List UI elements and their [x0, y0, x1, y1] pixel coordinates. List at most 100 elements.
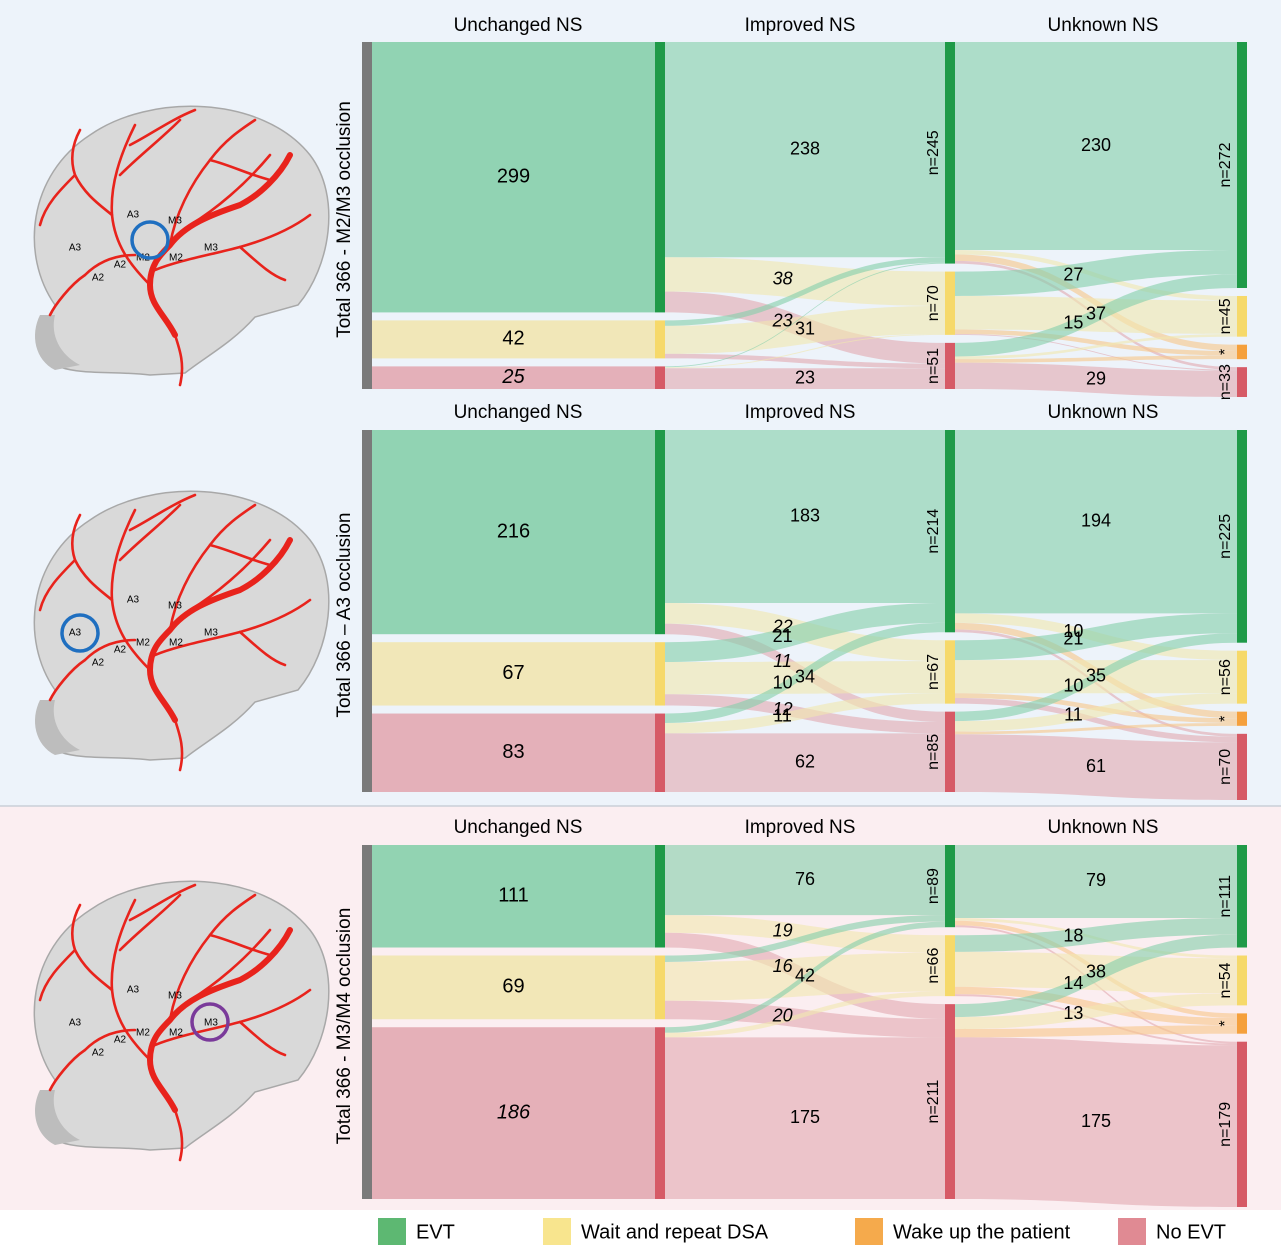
column-header: Unknown NS [1048, 817, 1159, 838]
column-header: Improved NS [745, 402, 856, 423]
vessel [146, 152, 293, 338]
flow-label: 27 [1063, 264, 1083, 284]
flow-label: 20 [772, 1006, 793, 1026]
flow-label: 10 [773, 672, 793, 692]
flow-label: 11 [773, 651, 792, 671]
vessel [118, 118, 182, 177]
node-bar [1237, 955, 1247, 1006]
node-label: * [1217, 716, 1234, 722]
node-bar [1237, 295, 1247, 337]
legend-label: Wait and repeat DSA [581, 1221, 769, 1243]
flow-label: 37 [1086, 304, 1106, 324]
illustration: A3 A2 A3 A2 M2 M3 M2 M3 [33, 490, 330, 772]
node-bar [945, 711, 955, 792]
node-bar [945, 845, 955, 928]
vessel [208, 933, 272, 957]
vessel-label: A3 [69, 628, 82, 639]
flow [955, 697, 1237, 743]
flow-label: 35 [1086, 665, 1106, 685]
node-label: n=245 [925, 130, 942, 175]
flow [665, 661, 945, 695]
node-bar [1237, 367, 1247, 397]
vessel-label: M2 [169, 638, 183, 649]
vessel-label: M3 [168, 991, 182, 1002]
flow-label: 10 [1063, 621, 1083, 641]
flow [955, 613, 1237, 661]
flow [665, 845, 945, 916]
vessel [83, 1028, 137, 1052]
vessel [118, 503, 182, 562]
flow-label: 15 [1063, 312, 1083, 332]
vessel-label: M3 [204, 243, 218, 254]
node-label: n=56 [1217, 659, 1234, 695]
flow [665, 1000, 945, 1038]
column-header: Unknown NS [1048, 402, 1159, 423]
flow [665, 333, 945, 369]
flow [955, 693, 1237, 732]
flow [955, 250, 1237, 296]
flow [665, 430, 945, 603]
node-band [372, 320, 655, 359]
node-label: n=214 [925, 509, 942, 554]
vessel-label: A2 [114, 645, 127, 656]
flow [665, 693, 945, 734]
node-band [372, 713, 655, 792]
flow-label: 38 [773, 269, 793, 289]
flow [665, 257, 945, 306]
vessel [188, 153, 272, 227]
y-axis-label: Total 366 – A3 occlusion [334, 513, 355, 718]
node-bar [655, 642, 665, 706]
node-bar [1237, 344, 1247, 360]
node-bar [655, 320, 665, 359]
flow-label: 14 [1063, 973, 1083, 993]
flow [665, 368, 945, 389]
vessel-label: A2 [92, 273, 105, 284]
vessel-label: A2 [114, 260, 127, 271]
flow-label: 61 [1086, 756, 1106, 776]
vessel-label: A2 [92, 1048, 105, 1059]
vessel [208, 158, 272, 182]
flow-label: 12 [773, 699, 793, 719]
column-header: Unchanged NS [454, 817, 583, 838]
node-label: * [1217, 1020, 1234, 1026]
vessel [38, 948, 77, 1002]
flow [955, 355, 1237, 363]
jaw [35, 700, 80, 755]
flow [665, 262, 945, 368]
flow-label: 42 [795, 965, 815, 985]
node-bar [1237, 430, 1247, 643]
node-bar [1237, 733, 1247, 800]
flow-label: 21 [773, 626, 793, 646]
node-label: 42 [502, 328, 524, 350]
node-label: n=70 [925, 285, 942, 321]
flow [665, 915, 945, 953]
vessel-label: M2 [136, 638, 150, 649]
flow-label: 175 [790, 1107, 820, 1127]
node-band [372, 642, 655, 706]
legend-label: Wake up the patient [893, 1221, 1071, 1243]
highlight-circle [190, 1002, 230, 1042]
vessel-label: M3 [168, 601, 182, 612]
flow [665, 622, 945, 723]
node-label: n=272 [1217, 142, 1234, 187]
flow [665, 257, 945, 326]
node-bar [655, 42, 665, 313]
flow-label: 11 [1064, 704, 1083, 724]
y-axis-label: Total 366 - M3/M4 occlusion [334, 908, 355, 1145]
node-label: n=66 [925, 948, 942, 984]
flow-label: 13 [1063, 1003, 1083, 1023]
node-label: * [1217, 349, 1234, 355]
node-bar [655, 430, 665, 635]
flow-label: 194 [1081, 510, 1111, 530]
node-label: n=67 [925, 654, 942, 690]
vessel [38, 558, 77, 612]
vessel-label: M3 [204, 628, 218, 639]
vessel [146, 927, 293, 1113]
node-bar [945, 342, 955, 389]
vessel-label: A3 [69, 243, 82, 254]
flow-label: 31 [795, 319, 815, 339]
node-label: 111 [498, 885, 528, 907]
node-bar [1237, 1013, 1247, 1034]
flow [955, 333, 1237, 360]
node-band [372, 42, 655, 313]
